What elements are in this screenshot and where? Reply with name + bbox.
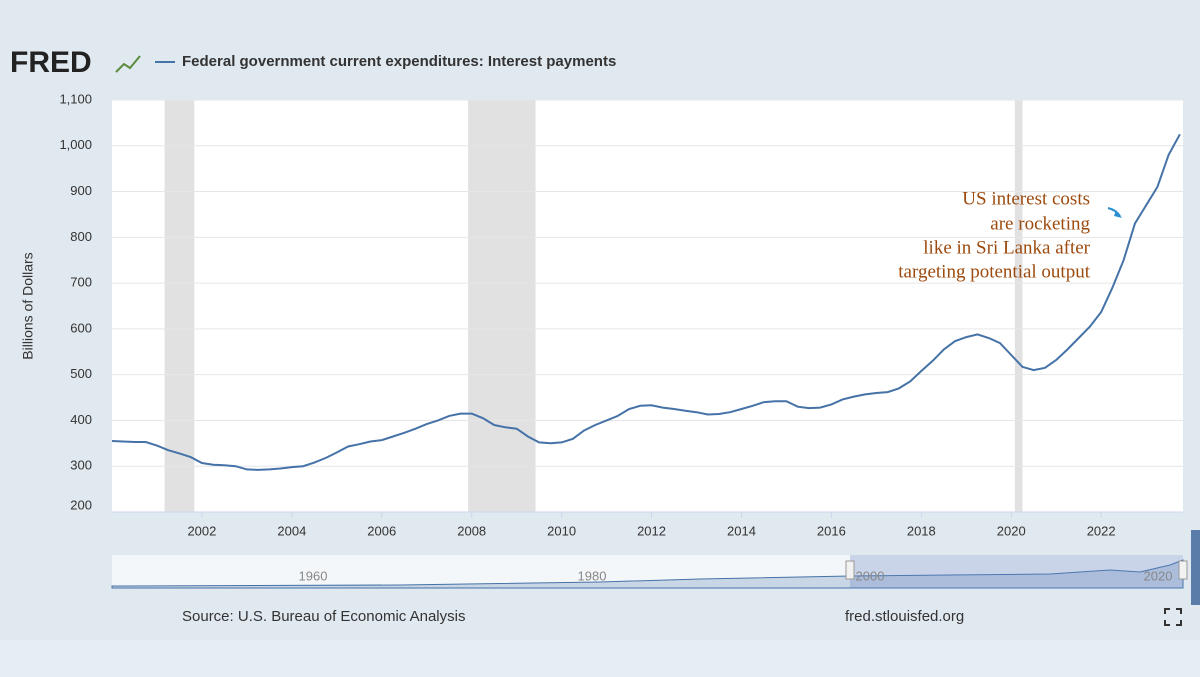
y-tick-label: 200 xyxy=(70,497,92,512)
y-tick-label: 1,000 xyxy=(59,137,92,152)
annotation: are rocketing xyxy=(990,213,1090,234)
x-tick-label: 2020 xyxy=(997,523,1026,538)
x-tick-label: 2022 xyxy=(1087,523,1116,538)
plot xyxy=(111,99,1183,513)
recession-band xyxy=(164,100,195,512)
x-tick-label: 2002 xyxy=(187,523,216,538)
legend-label: Federal government current expenditures:… xyxy=(182,53,616,70)
plot-area xyxy=(112,100,1183,512)
navigator-handle[interactable] xyxy=(1178,560,1188,580)
navigator-line xyxy=(111,559,1184,589)
y-axis-label: Billions of Dollars xyxy=(20,252,36,359)
annotation-arrowhead xyxy=(1114,210,1122,218)
annotation: like in Sri Lanka after xyxy=(923,237,1090,258)
footer-band xyxy=(0,640,1200,677)
recession-band xyxy=(468,100,536,512)
y-tick-label: 500 xyxy=(70,366,92,381)
x-tick-label: 2014 xyxy=(727,523,756,538)
logo: FRED xyxy=(10,46,92,79)
fullscreen-icon[interactable] xyxy=(1164,608,1182,626)
recession-band xyxy=(1014,100,1023,512)
navigator-label: 2020 xyxy=(1144,568,1173,583)
y-tick-label: 1,100 xyxy=(59,91,92,106)
y-tick-label: 900 xyxy=(70,183,92,198)
y-tick-label: 700 xyxy=(70,275,92,290)
navigator-label: 1960 xyxy=(299,568,328,583)
x-tick-label: 2010 xyxy=(547,523,576,538)
data-line xyxy=(111,133,1181,471)
x-tick-label: 2018 xyxy=(907,523,936,538)
navigator-label: 1980 xyxy=(578,568,607,583)
site: fred.stlouisfed.org xyxy=(845,608,964,625)
x-tick-label: 2006 xyxy=(367,523,396,538)
annotation: US interest costs xyxy=(962,188,1090,209)
annotation: targeting potential output xyxy=(898,261,1090,282)
source: Source: U.S. Bureau of Economic Analysis xyxy=(182,608,465,625)
x-tick-label: 2008 xyxy=(457,523,486,538)
scrollbar[interactable] xyxy=(1191,530,1200,605)
logo-icon xyxy=(115,55,141,73)
y-tick-label: 600 xyxy=(70,320,92,335)
y-tick-label: 300 xyxy=(70,458,92,473)
navigator-label: 2000 xyxy=(856,568,885,583)
x-tick-label: 2004 xyxy=(277,523,306,538)
x-tick-label: 2012 xyxy=(637,523,666,538)
navigator-handle[interactable] xyxy=(845,560,855,580)
x-tick-label: 2016 xyxy=(817,523,846,538)
y-tick-label: 800 xyxy=(70,229,92,244)
y-tick-label: 400 xyxy=(70,412,92,427)
navigator-selection xyxy=(850,555,1183,588)
